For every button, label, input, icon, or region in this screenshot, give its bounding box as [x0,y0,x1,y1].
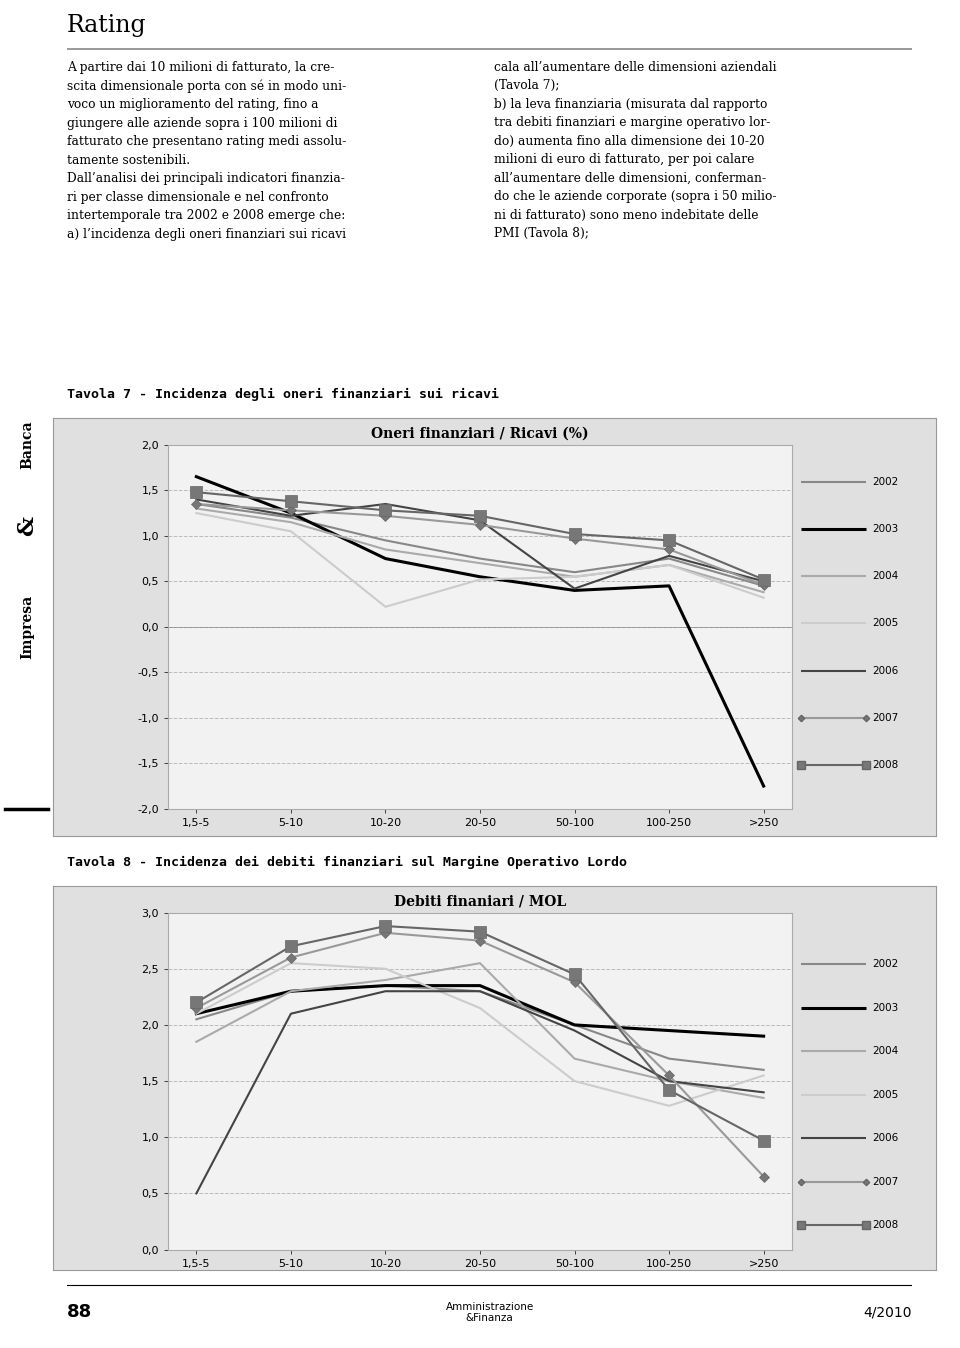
Text: Rating: Rating [67,13,147,36]
Text: 2007: 2007 [873,1177,899,1186]
Text: Tavola 7 - Incidenza degli oneri finanziari sui ricavi: Tavola 7 - Incidenza degli oneri finanzi… [67,388,499,400]
Text: 2008: 2008 [873,760,899,770]
Text: Banca: Banca [20,421,35,469]
Text: 88: 88 [67,1304,92,1321]
Text: Impresa: Impresa [20,594,35,659]
Text: 2007: 2007 [873,713,899,723]
Text: 2005: 2005 [873,619,899,628]
Text: A partire dai 10 milioni di fatturato, la cre-
scita dimensionale porta con sé i: A partire dai 10 milioni di fatturato, l… [67,61,347,241]
Text: 2008: 2008 [873,1220,899,1231]
Text: 2005: 2005 [873,1089,899,1100]
Title: Debiti finaniari / MOL: Debiti finaniari / MOL [394,895,566,909]
Text: Tavola 8 - Incidenza dei debiti finanziari sul Margine Operativo Lordo: Tavola 8 - Incidenza dei debiti finanzia… [67,856,627,868]
Text: &: & [16,516,38,535]
Text: 4/2010: 4/2010 [863,1305,912,1320]
Text: 2006: 2006 [873,1134,899,1143]
Text: 2004: 2004 [873,572,899,581]
Text: 2003: 2003 [873,1003,899,1012]
Text: 2002: 2002 [873,958,899,969]
Text: 2003: 2003 [873,524,899,534]
Text: 2002: 2002 [873,477,899,487]
Text: Amministrazione
&Finanza: Amministrazione &Finanza [445,1302,534,1324]
Text: 2006: 2006 [873,666,899,675]
Text: cala all’aumentare delle dimensioni aziendali
(Tavola 7);
b) la leva finanziaria: cala all’aumentare delle dimensioni azie… [493,61,777,240]
Title: Oneri finanziari / Ricavi (%): Oneri finanziari / Ricavi (%) [372,427,588,441]
Text: 2004: 2004 [873,1046,899,1055]
